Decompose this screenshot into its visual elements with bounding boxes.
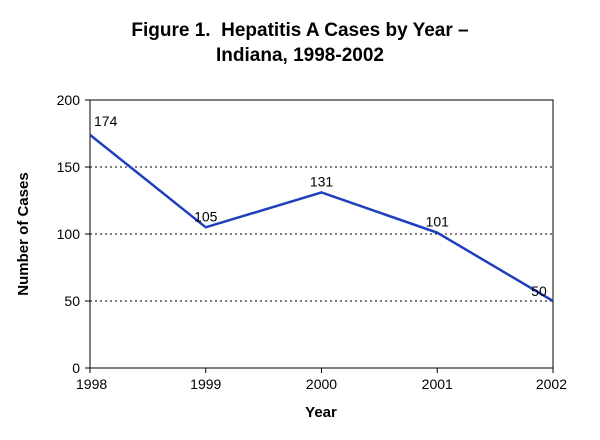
data-label-2000: 131 bbox=[310, 173, 334, 189]
y-tick-label-200: 200 bbox=[57, 92, 81, 108]
x-axis-ticks: 1998 1999 2000 2001 2002 bbox=[76, 368, 567, 392]
x-tick-label-2000: 2000 bbox=[306, 376, 337, 392]
x-tick-label-1998: 1998 bbox=[76, 376, 107, 392]
x-tick-label-1999: 1999 bbox=[190, 376, 221, 392]
data-label-2001: 101 bbox=[426, 214, 450, 230]
data-label-1999: 105 bbox=[194, 208, 218, 224]
chart-title-line-1: Figure 1. Hepatitis A Cases by Year – bbox=[131, 20, 469, 41]
data-label-1998: 174 bbox=[94, 113, 118, 129]
series-line-hepatitis-a bbox=[89, 133, 554, 303]
data-labels: 174 105 131 101 50 bbox=[94, 113, 547, 299]
y-tick-label-50: 50 bbox=[64, 293, 80, 309]
chart-title-line-2: Indiana, 1998-2002 bbox=[216, 45, 384, 66]
chart-title: Figure 1. Hepatitis A Cases by Year – In… bbox=[0, 18, 600, 68]
data-label-2002: 50 bbox=[531, 283, 547, 299]
y-axis-ticks: 0 50 100 150 200 bbox=[57, 92, 90, 376]
x-axis-label: Year bbox=[305, 404, 337, 421]
x-tick-label-2001: 2001 bbox=[422, 376, 453, 392]
gridlines bbox=[90, 166, 553, 302]
y-tick-label-100: 100 bbox=[57, 226, 81, 242]
y-tick-label-150: 150 bbox=[57, 159, 81, 175]
y-axis-label: Number of Cases bbox=[15, 172, 32, 295]
y-tick-label-0: 0 bbox=[72, 360, 80, 376]
x-tick-label-2002: 2002 bbox=[536, 376, 567, 392]
